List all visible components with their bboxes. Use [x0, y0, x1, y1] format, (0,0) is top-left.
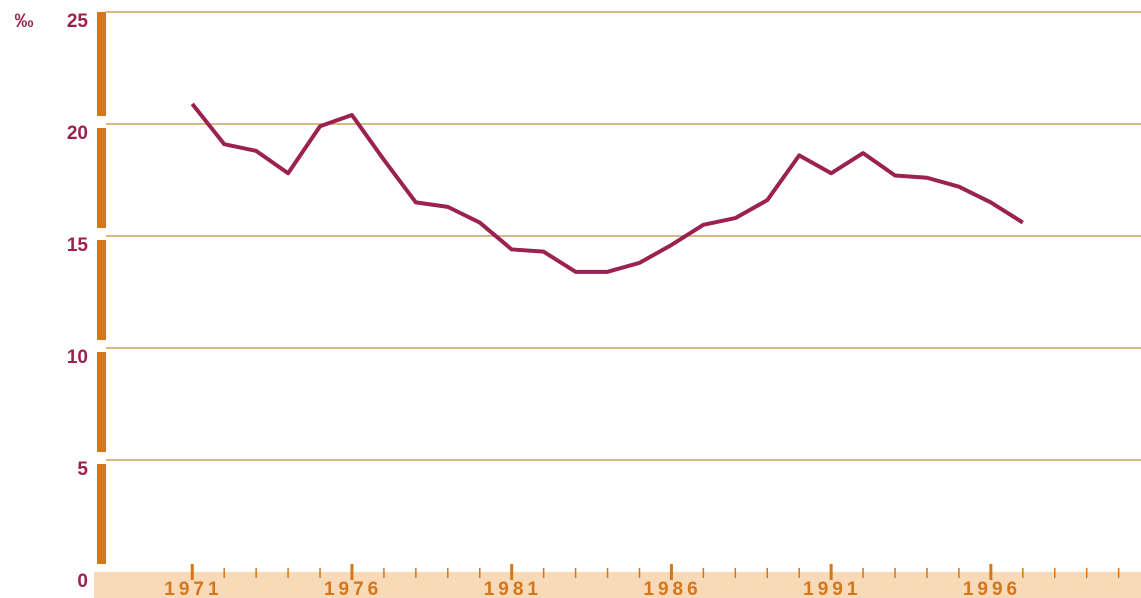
y-tick-label: 5: [77, 459, 88, 480]
x-axis-band: [94, 572, 1141, 598]
y-tick-label: 20: [67, 123, 88, 144]
axis-segment: [97, 352, 106, 452]
x-tick-label: 1996: [963, 579, 1021, 598]
x-tick-label: 1991: [803, 579, 861, 598]
axis-segment: [97, 240, 106, 340]
y-tick-label: 0: [77, 571, 88, 592]
data-line: [190, 102, 1024, 274]
axis-segment: [97, 128, 106, 228]
y-tick-label: 10: [67, 347, 88, 368]
axis-segment: [97, 464, 106, 564]
x-tick-label: 1981: [484, 579, 542, 598]
x-tick-label: 1976: [324, 579, 382, 598]
y-tick-label: 25: [67, 11, 89, 32]
y-tick-label: 15: [67, 235, 89, 256]
unit-label: ‰: [15, 11, 34, 32]
axis-segment: [97, 12, 106, 116]
x-tick-label: 1971: [164, 579, 222, 598]
x-tick-label: 1986: [643, 579, 701, 598]
